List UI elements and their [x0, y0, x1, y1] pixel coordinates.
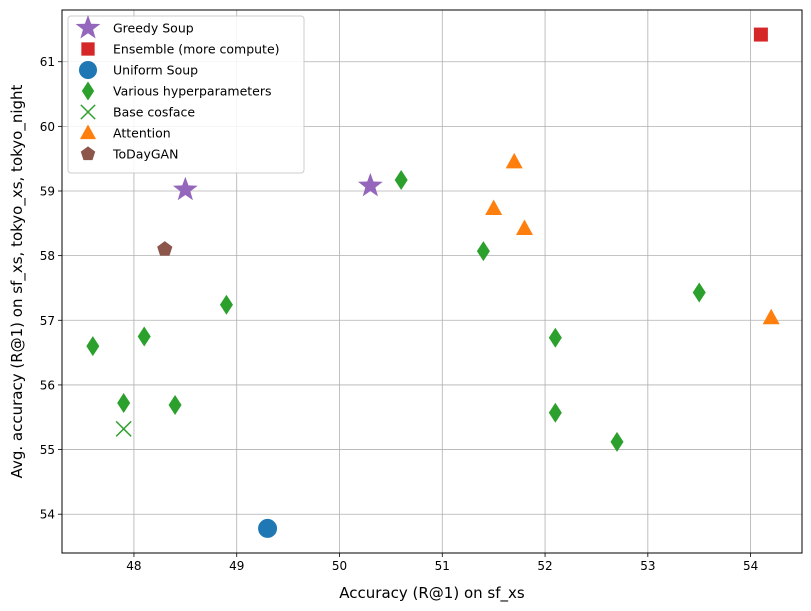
legend-marker [78, 60, 98, 80]
x-tick-label: 54 [743, 559, 758, 573]
y-axis-label: Avg. accuracy (R@1) on sf_xs, tokyo_xs, … [8, 84, 27, 478]
y-tick-label: 57 [40, 314, 55, 328]
legend-entry: ToDayGAN [112, 147, 178, 162]
data-point [258, 518, 278, 538]
data-point [753, 27, 768, 42]
data-point [219, 294, 233, 315]
data-point [516, 219, 533, 235]
data-point [117, 393, 131, 414]
legend-entry: Uniform Soup [113, 63, 198, 78]
data-point [610, 431, 624, 452]
y-axis-ticks: 54 55 56 57 58 59 60 61 [40, 55, 62, 522]
data-point [548, 327, 562, 348]
legend-marker [81, 81, 95, 101]
y-tick-label: 60 [40, 120, 55, 134]
legend-marker [80, 146, 96, 161]
x-tick-label: 51 [435, 559, 450, 573]
legend-entry: Base cosface [113, 105, 195, 120]
legend-entry: Greedy Soup [113, 21, 194, 36]
legend-marker [80, 104, 96, 120]
legend-marker [81, 42, 95, 56]
data-point [157, 241, 173, 256]
y-tick-label: 58 [40, 249, 55, 263]
data-points [86, 27, 780, 538]
data-point [485, 199, 503, 215]
legend-entry: Attention [113, 126, 171, 141]
legend: Greedy Soup Ensemble (more compute) Unifor… [67, 15, 305, 174]
legend-box [67, 15, 305, 174]
x-tick-label: 53 [640, 559, 655, 573]
data-point [762, 308, 780, 325]
data-point [168, 394, 182, 415]
data-point [394, 170, 408, 191]
data-point [172, 176, 198, 201]
data-point [548, 402, 562, 423]
y-tick-label: 61 [40, 55, 55, 69]
y-tick-label: 54 [40, 508, 55, 522]
data-point [692, 282, 706, 303]
y-tick-label: 59 [40, 185, 55, 199]
data-point [137, 326, 151, 347]
data-point [505, 152, 523, 169]
legend-marker [79, 124, 97, 140]
x-axis-label: Accuracy (R@1) on sf_xs [339, 584, 525, 603]
legend-marker [75, 15, 101, 39]
x-tick-label: 48 [126, 559, 141, 573]
legend-entry: Ensemble (more compute) [113, 42, 280, 57]
data-point [357, 172, 383, 197]
data-point [476, 241, 490, 262]
x-axis-ticks: 48 49 50 51 52 53 54 [126, 553, 758, 573]
x-tick-label: 52 [537, 559, 552, 573]
data-point [115, 420, 132, 437]
y-tick-label: 56 [40, 378, 55, 392]
x-tick-label: 49 [229, 559, 244, 573]
data-point [86, 336, 100, 357]
grid [62, 10, 802, 553]
y-tick-label: 55 [40, 443, 55, 457]
plot-frame [61, 9, 803, 554]
legend-entry: Various hyperparameters [113, 84, 272, 99]
x-tick-label: 50 [332, 559, 347, 573]
